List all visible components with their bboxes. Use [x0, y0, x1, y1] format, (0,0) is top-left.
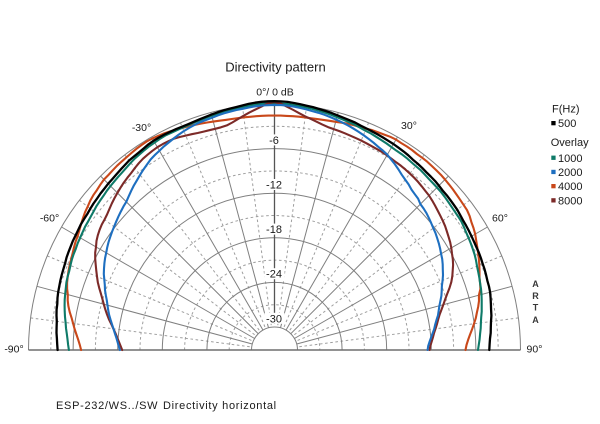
svg-text:4000: 4000: [558, 181, 582, 193]
svg-text:-60°: -60°: [40, 213, 59, 225]
svg-text:-24: -24: [266, 269, 282, 281]
svg-text:F(Hz): F(Hz): [552, 104, 580, 116]
svg-text:-12: -12: [266, 180, 282, 192]
svg-text:-90°: -90°: [4, 344, 23, 356]
svg-text:-6: -6: [269, 135, 279, 147]
svg-text:-18: -18: [266, 224, 282, 236]
svg-text:1000: 1000: [558, 153, 582, 165]
svg-text:-30: -30: [266, 313, 282, 325]
svg-text:Overlay: Overlay: [551, 137, 589, 149]
svg-text:Directivity horizontal: Directivity horizontal: [163, 400, 277, 412]
svg-text:R: R: [532, 291, 539, 301]
svg-text:500: 500: [558, 118, 576, 130]
svg-text:T: T: [533, 303, 539, 313]
svg-text:ESP-232/WS../SW: ESP-232/WS../SW: [56, 400, 158, 412]
svg-text:Directivity pattern: Directivity pattern: [225, 60, 325, 75]
svg-text:60°: 60°: [492, 213, 508, 225]
svg-text:A: A: [532, 315, 539, 325]
svg-text:-30°: -30°: [132, 122, 151, 134]
svg-text:A: A: [532, 279, 539, 289]
svg-text:90°: 90°: [527, 344, 543, 356]
svg-text:8000: 8000: [558, 195, 582, 207]
svg-text:30°: 30°: [401, 120, 417, 132]
svg-text:0°/ 0 dB: 0°/ 0 dB: [256, 87, 293, 99]
svg-text:2000: 2000: [558, 167, 582, 179]
